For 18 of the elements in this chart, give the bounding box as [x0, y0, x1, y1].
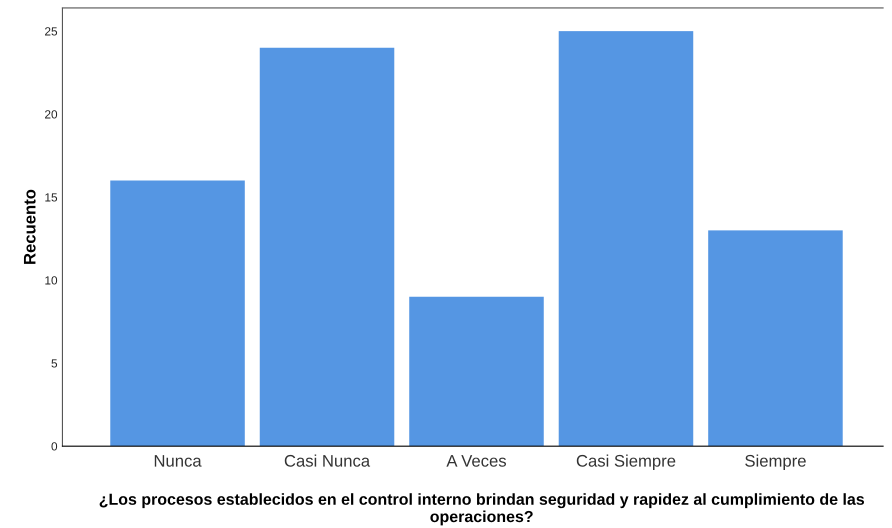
x-tick-label: Siempre	[745, 454, 806, 470]
y-tick-label: 10	[45, 276, 58, 285]
y-tick-label: 25	[45, 27, 58, 36]
y-tick-label: 15	[45, 193, 58, 202]
bar	[110, 180, 245, 446]
bar	[708, 230, 843, 446]
x-tick-label: A Veces	[446, 455, 506, 467]
x-tick-label: Casi Nunca	[284, 454, 370, 467]
bar	[558, 31, 694, 446]
x-tick-label: Nunca	[154, 455, 202, 467]
y-axis-title: Recuento	[24, 190, 36, 264]
x-tick-label: Casi Siempre	[576, 454, 676, 470]
y-tick-label: 20	[45, 110, 58, 119]
bar	[260, 48, 394, 446]
y-tick-label: 0	[51, 442, 58, 451]
bar	[409, 296, 544, 446]
x-axis-title: ¿Los procesos establecidos en el control interno brindan seguridad y rapidez al cumplimiento de las operaciones?	[100, 493, 864, 526]
y-tick-label: 5	[51, 359, 58, 368]
